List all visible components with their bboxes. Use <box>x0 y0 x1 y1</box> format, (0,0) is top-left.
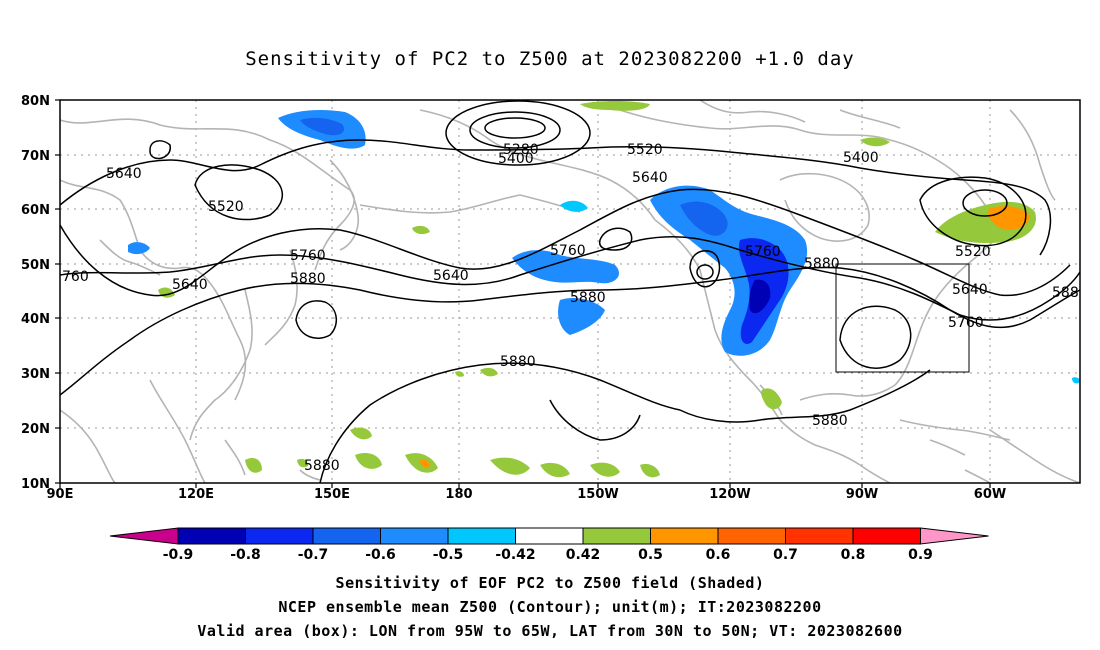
lon-label: 150E <box>314 487 350 502</box>
colorbar-tick-label: 0.42 <box>566 547 601 563</box>
gridlines <box>60 100 1080 483</box>
contour-label: 5280 <box>503 142 539 158</box>
axis-ticks <box>55 99 991 488</box>
lon-label: 150W <box>577 487 618 502</box>
colorbar-segment <box>245 527 314 545</box>
caption-shading: Sensitivity of EOF PC2 to Z500 field (Sh… <box>335 574 765 592</box>
valid-area-box <box>835 263 970 373</box>
colorbar-tick-label: 0.6 <box>706 547 731 563</box>
plot-frame <box>59 99 1081 484</box>
caption-valid-area: Valid area (box): LON from 95W to 65W, L… <box>197 622 903 640</box>
colorbar-tick-label: -0.5 <box>433 547 464 563</box>
contour-label: 5760 <box>745 244 781 260</box>
colorbar-tick-label: -0.8 <box>230 547 261 563</box>
latitude-labels: 80N 70N 60N 50N 40N 30N 20N 10N <box>21 94 50 492</box>
map-title: Sensitivity of PC2 to Z500 at 2023082200… <box>245 48 855 70</box>
contour-label: 5400 <box>843 150 879 166</box>
colorbar-segment <box>380 527 449 545</box>
colorbar-tick-label: 0.9 <box>908 547 933 563</box>
lon-label: 90E <box>47 487 74 502</box>
colorbar-segment <box>447 527 516 545</box>
contour-label: 5880 <box>500 354 536 370</box>
contour-label: 5520 <box>208 199 244 215</box>
lat-label: 10N <box>21 477 50 492</box>
contour-label: 5640 <box>952 282 988 298</box>
contour-label: 5760 <box>290 248 326 264</box>
colorbar: -0.9 -0.8 -0.7 -0.6 -0.5 -0.42 0.42 0.5 0.6 0.7 0.… <box>109 527 989 563</box>
shading-negative <box>128 110 1080 384</box>
lon-label: 120E <box>178 487 214 502</box>
contour-label: 5520 <box>627 142 663 158</box>
contour-label: 5640 <box>433 268 469 284</box>
contour-label: 5880 <box>570 290 606 306</box>
colorbar-tick-label: -0.6 <box>365 547 396 563</box>
colorbar-tick-label: 0.8 <box>841 547 866 563</box>
contour-label: 5880 <box>304 458 340 474</box>
colorbar-tick-label: -0.7 <box>298 547 329 563</box>
lat-label: 30N <box>21 367 50 382</box>
contour-label: 5400 <box>498 151 534 167</box>
caption-contour: NCEP ensemble mean Z500 (Contour); unit(… <box>278 598 822 616</box>
contour-label: 5640 <box>632 170 668 186</box>
colorbar-segment <box>650 527 719 545</box>
contour-label: 5880 <box>812 413 848 429</box>
contour-label: 5880 <box>804 256 840 272</box>
colorbar-segment <box>177 527 246 545</box>
lat-label: 80N <box>21 94 50 109</box>
colorbar-arrow-high <box>920 527 989 545</box>
longitude-labels: 90E 120E 150E 180 150W 120W 90W 60W <box>47 487 1007 502</box>
contour-label: 5520 <box>955 244 991 260</box>
lat-label: 50N <box>21 258 50 273</box>
contour-label: 5640 <box>106 166 142 182</box>
colorbar-tick-label: -0.42 <box>495 547 535 563</box>
lon-label: 60W <box>974 487 1006 502</box>
colorbar-segment <box>785 527 854 545</box>
contour-label: 5760 <box>948 315 984 331</box>
lat-label: 20N <box>21 422 50 437</box>
contour-label: 760 <box>62 269 89 285</box>
contour-label: 5640 <box>172 277 208 293</box>
colorbar-segment <box>852 527 921 545</box>
shading-positive <box>158 101 1036 478</box>
contour-labels: 5640 5520 5280 5400 5520 5640 5400 5520 … <box>62 142 1079 474</box>
lon-label: 180 <box>445 487 472 502</box>
colorbar-tick-label: 0.7 <box>773 547 798 563</box>
lat-label: 70N <box>21 149 50 164</box>
lat-label: 60N <box>21 203 50 218</box>
colorbar-segment <box>312 527 381 545</box>
contour-label: 5880 <box>290 271 326 287</box>
colorbar-tick-label: 0.5 <box>638 547 663 563</box>
lon-label: 90W <box>846 487 878 502</box>
lat-label: 40N <box>21 312 50 327</box>
colorbar-segment <box>717 527 786 545</box>
colorbar-arrow-low <box>109 527 179 545</box>
lon-label: 120W <box>709 487 750 502</box>
colorbar-segment <box>582 527 651 545</box>
contour-label: 588 <box>1052 285 1079 301</box>
colorbar-tick-label: -0.9 <box>163 547 194 563</box>
colorbar-segment <box>515 527 584 545</box>
contour-label: 5760 <box>550 243 586 259</box>
